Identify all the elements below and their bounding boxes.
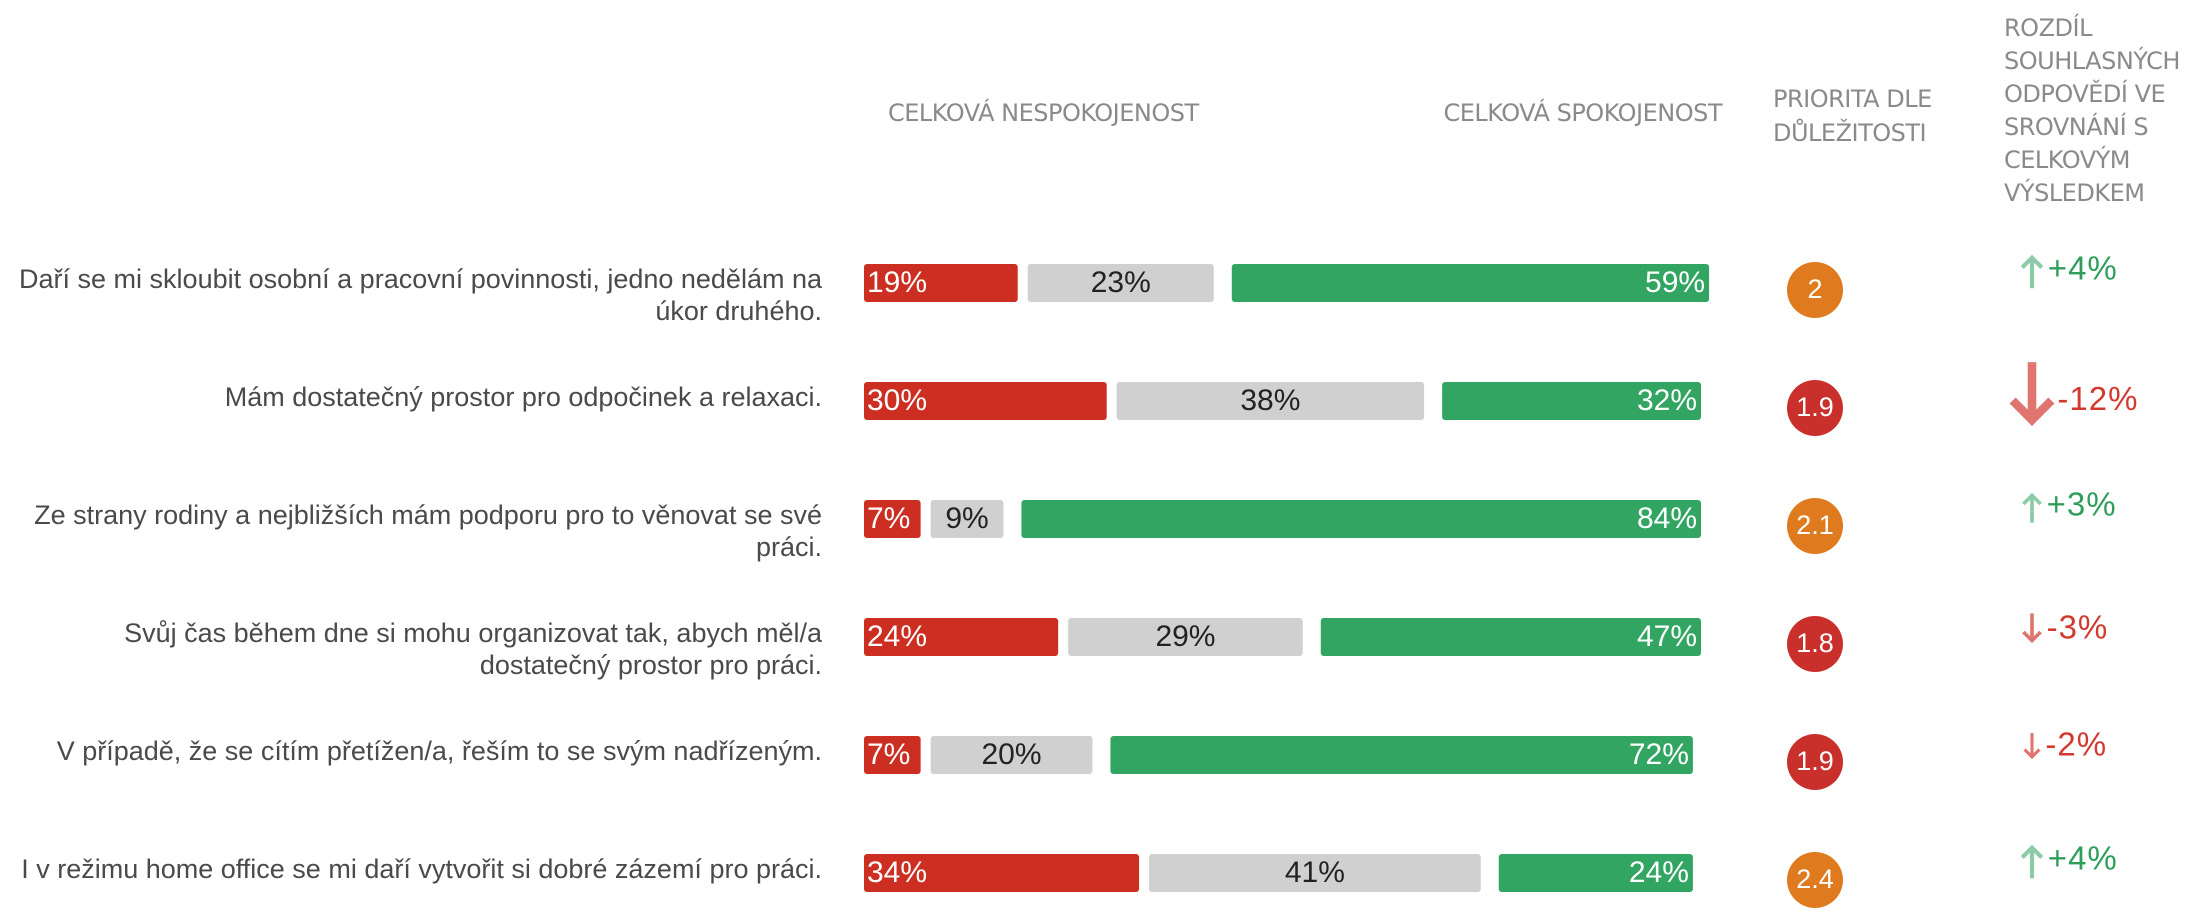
row-label: V případě, že se cítím přetížen/a, řeším… bbox=[56, 736, 822, 766]
priority-circle bbox=[1787, 734, 1843, 790]
header-priority: PRIORITA DLE DŮLEŽITOSTI bbox=[1773, 85, 1932, 147]
bar-segment bbox=[864, 382, 1107, 420]
row-label: Daří se mi skloubit osobní a pracovní po… bbox=[19, 264, 822, 326]
difference-label: +4% bbox=[2048, 250, 2118, 287]
difference-arrow bbox=[2022, 492, 2042, 523]
value-label: 30% bbox=[867, 384, 927, 417]
bar-segment bbox=[1021, 500, 1701, 538]
bar-segment bbox=[1116, 382, 1425, 420]
priority-label: 1.8 bbox=[1796, 628, 1834, 658]
bar-segment bbox=[1320, 618, 1701, 656]
bar-segment bbox=[930, 736, 1093, 774]
priority-label: 1.9 bbox=[1796, 392, 1834, 422]
value-label: 59% bbox=[1645, 266, 1705, 299]
difference-label: -12% bbox=[2057, 380, 2138, 417]
header-satisfaction: CELKOVÁ SPOKOJENOST bbox=[1443, 99, 1722, 127]
bar-segment bbox=[1068, 618, 1303, 656]
difference-arrow bbox=[2022, 613, 2042, 644]
priority-circle bbox=[1787, 262, 1843, 318]
priority-circle bbox=[1787, 380, 1843, 436]
difference-arrow bbox=[2023, 733, 2041, 760]
bar-segment bbox=[1110, 736, 1693, 774]
priority-circle bbox=[1787, 616, 1843, 672]
header-difference: ROZDÍL SOUHLASNÝCH ODPOVĚDÍ VE SROVNÁNÍ … bbox=[2004, 14, 2180, 207]
value-label: 23% bbox=[1091, 266, 1151, 299]
value-label: 38% bbox=[1240, 384, 1300, 417]
value-label: 24% bbox=[867, 620, 927, 653]
value-label: 24% bbox=[1629, 856, 1689, 889]
difference-arrow bbox=[2020, 844, 2044, 879]
bar-segment bbox=[1231, 264, 1710, 302]
value-label: 20% bbox=[982, 738, 1042, 771]
priority-label: 2.1 bbox=[1796, 510, 1834, 540]
value-label: 41% bbox=[1285, 856, 1345, 889]
difference-label: -2% bbox=[2045, 726, 2107, 763]
priority-label: 2 bbox=[1807, 274, 1822, 304]
value-label: 19% bbox=[867, 266, 927, 299]
difference-label: -3% bbox=[2047, 609, 2109, 646]
priority-label: 1.9 bbox=[1796, 746, 1834, 776]
value-label: 29% bbox=[1155, 620, 1215, 653]
priority-circle bbox=[1787, 498, 1843, 554]
difference-label: +3% bbox=[2047, 486, 2117, 523]
bar-segment bbox=[864, 618, 1059, 656]
bar-segment bbox=[864, 736, 921, 774]
bar-segment bbox=[1442, 382, 1701, 420]
value-label: 72% bbox=[1629, 738, 1689, 771]
difference-arrow bbox=[2009, 362, 2055, 426]
bar-segment bbox=[930, 500, 1004, 538]
row-label: Ze strany rodiny a nejbližších mám podpo… bbox=[34, 500, 822, 562]
value-label: 7% bbox=[867, 502, 910, 535]
bar-segment bbox=[864, 264, 1018, 302]
value-label: 84% bbox=[1637, 502, 1697, 535]
value-label: 47% bbox=[1637, 620, 1697, 653]
row-label: Svůj čas během dne si mohu organizovat t… bbox=[124, 618, 822, 680]
priority-label: 2.4 bbox=[1796, 864, 1834, 894]
priority-circle bbox=[1787, 852, 1843, 908]
row-label: I v režimu home office se mi daří vytvoř… bbox=[21, 854, 822, 884]
value-label: 7% bbox=[867, 738, 910, 771]
header-dissatisfaction: CELKOVÁ NESPOKOJENOST bbox=[888, 99, 1199, 127]
row-label: Mám dostatečný prostor pro odpočinek a r… bbox=[224, 382, 822, 412]
bar-segment bbox=[1149, 854, 1481, 892]
difference-label: +4% bbox=[2048, 840, 2118, 877]
bar-segment bbox=[864, 500, 921, 538]
bar-segment bbox=[864, 854, 1140, 892]
value-label: 34% bbox=[867, 856, 927, 889]
difference-arrow bbox=[2020, 254, 2044, 289]
value-label: 32% bbox=[1637, 384, 1697, 417]
bar-segment bbox=[1498, 854, 1693, 892]
bar-segment bbox=[1027, 264, 1214, 302]
value-label: 9% bbox=[945, 502, 988, 535]
